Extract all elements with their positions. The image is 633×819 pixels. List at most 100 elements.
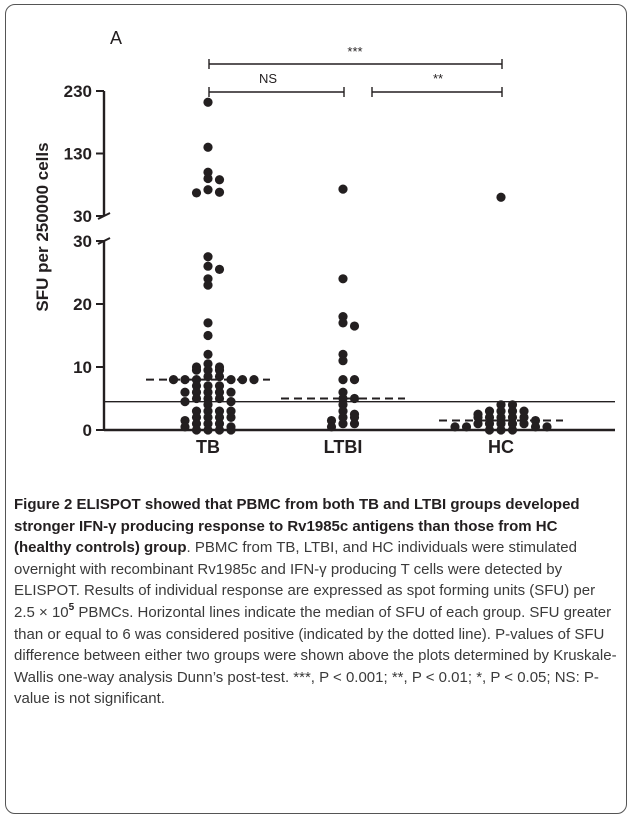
data-point [203,425,213,435]
data-point [203,318,213,328]
caption-title: Figure 2 ELISPOT showed that PBMC from b… [14,496,580,557]
data-point [203,381,213,391]
data-point [191,375,202,385]
data-point [214,187,225,197]
data-point [214,425,225,435]
data-point [496,425,506,435]
data-point [214,365,225,375]
data-point [191,387,202,397]
data-point [203,330,213,341]
data-point [484,425,495,435]
data-point [203,349,213,359]
data-point [214,406,225,416]
data-point [484,406,495,416]
caption-body-1: PBMC from TB, LTBI, and HC individuals w… [14,539,596,621]
data-point [338,412,348,422]
data-point [203,173,213,184]
data-point [191,381,202,391]
y-tick-label: 0 [83,421,92,440]
y-tick-label: 30 [73,207,92,226]
data-point [191,188,202,198]
data-point [338,312,348,322]
data-point [203,261,213,271]
caption-body-2: PBMCs. Horizontal lines indicate the med… [14,603,617,708]
panel-label: A [110,28,122,48]
data-point [180,387,190,397]
y-tick-label: 10 [73,358,92,377]
data-point [203,185,213,195]
data-point [496,192,506,202]
data-point [214,381,225,391]
data-point [214,412,225,422]
y-tick-label: 130 [64,145,92,164]
x-tick-label: HC [488,437,514,457]
data-point [338,406,348,416]
data-point [214,175,225,185]
data-point [226,397,236,407]
data-point [191,425,202,435]
data-point [338,349,348,359]
data-point [450,422,460,432]
data-point [191,393,202,404]
data-point [191,406,202,416]
y-tick-label: 20 [73,295,92,314]
axes: 0 10 20 30 30 130 230 TB LTBI HC [64,82,615,457]
y-tick-label: 30 [73,232,92,251]
significance-label: *** [347,44,362,59]
data-point [214,387,225,397]
data-point [349,375,360,385]
data-point [326,415,337,426]
data-point [338,356,348,366]
data-point [349,393,360,404]
data-point [226,412,236,422]
median-lines [146,378,563,422]
data-point [214,264,225,274]
data-point [226,425,236,435]
data-point [461,422,472,432]
data-point [203,393,213,404]
data-point [338,274,348,284]
data-point [191,412,202,422]
data-point [530,422,541,432]
data-point [203,280,213,290]
data-point [203,359,213,369]
data-point [507,425,518,435]
significance-label: ** [433,71,443,86]
caption-superscript: 5 [68,601,75,613]
data-points [168,97,552,435]
data-point [203,365,213,375]
figure-frame [5,4,627,814]
data-point [214,393,225,404]
data-point [507,406,518,416]
data-point [338,393,348,404]
data-point [519,406,529,416]
data-point [203,419,213,429]
data-point [226,406,236,416]
data-point [191,419,202,429]
data-point [203,387,213,397]
data-point [338,375,348,385]
data-point [203,97,213,107]
data-point [349,419,360,429]
x-tick-label: LTBI [324,437,363,457]
data-point [338,400,348,410]
data-point [338,318,348,328]
significance-brackets: NS ***** [208,44,503,97]
data-point [203,406,213,416]
data-point [203,400,213,410]
data-point [496,406,506,416]
data-point [349,412,360,422]
data-point [203,252,213,262]
data-point [507,400,518,410]
caption-title-end: . [186,539,191,557]
data-point [214,419,225,429]
data-point [542,422,552,432]
data-point [191,365,202,375]
figure-caption: Figure 2 ELISPOT showed that PBMC from b… [14,494,618,710]
data-point [180,422,190,432]
y-tick-label: 230 [64,82,92,101]
data-point [203,142,213,152]
data-point [338,184,348,194]
data-point [349,321,360,331]
